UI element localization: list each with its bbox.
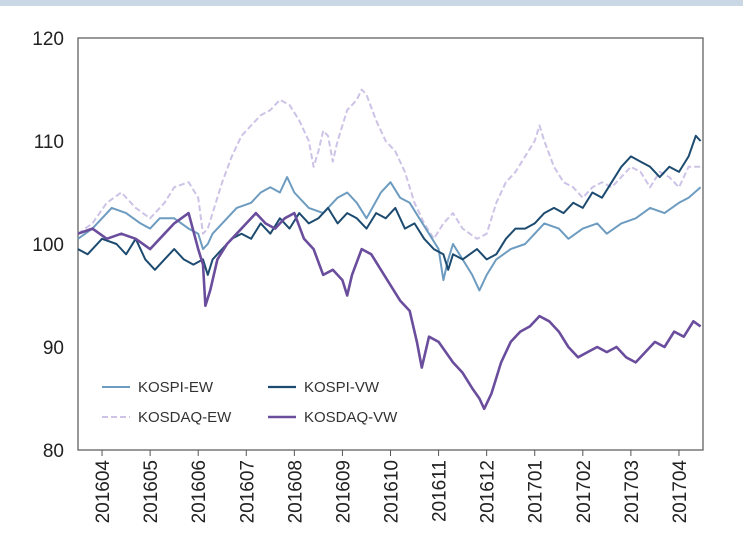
x-tick-label: 201704 (670, 460, 691, 524)
legend-label-kospi-ew: KOSPI-EW (138, 379, 214, 396)
y-tick-label: 100 (32, 235, 64, 256)
legend-label-kosdaq-ew: KOSDAQ-EW (138, 409, 232, 426)
legend: KOSPI-EW KOSPI-VW KOSDAQ-EW KOSDAQ-VW (102, 379, 398, 426)
series-line-kosdaq-ew (77, 88, 701, 240)
x-tick-label: 201609 (333, 460, 354, 523)
series-layer (77, 88, 702, 411)
x-tick-label: 201604 (93, 460, 114, 524)
plot-area (77, 37, 704, 451)
series-line-kosdaq-vw (77, 211, 702, 411)
top-border (0, 0, 743, 6)
x-tick-label: 201611 (430, 460, 451, 522)
y-tick-label: 90 (43, 338, 64, 359)
y-tick-label: 110 (34, 132, 64, 153)
x-tick-label: 201612 (478, 460, 499, 523)
x-tick-label: 201701 (526, 460, 547, 523)
legend-label-kosdaq-vw: KOSDAQ-VW (304, 409, 398, 426)
x-axis: 201604 201605 201606 201607 201608 201609 2016… (93, 450, 691, 523)
y-tick-label: 120 (32, 29, 64, 50)
y-axis: 80 90 100 110 120 (32, 29, 64, 462)
x-tick-label: 201703 (622, 460, 643, 523)
series-line-kospi-ew (77, 176, 702, 292)
x-tick-label: 201605 (141, 460, 162, 523)
x-tick-label: 201702 (574, 460, 595, 523)
series-line-kospi-vw (77, 134, 702, 276)
x-tick-label: 201606 (189, 460, 210, 523)
x-tick-label: 201607 (237, 460, 258, 523)
y-tick-label: 80 (43, 441, 64, 462)
x-tick-label: 201608 (285, 460, 306, 523)
legend-label-kospi-vw: KOSPI-VW (304, 379, 380, 396)
x-tick-label: 201610 (382, 460, 403, 523)
